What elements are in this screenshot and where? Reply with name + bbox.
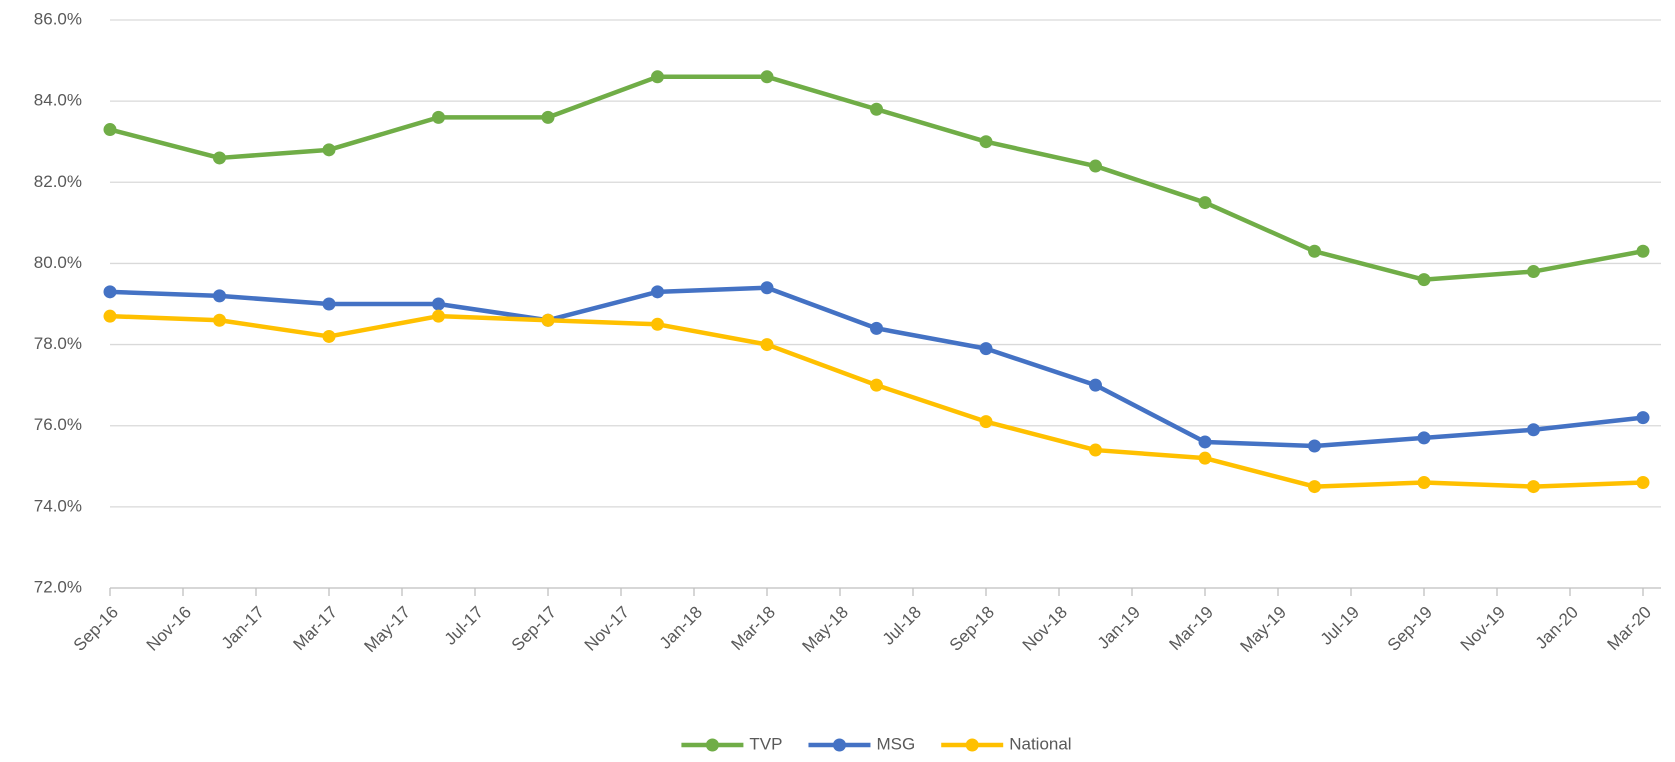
data-point [1527, 480, 1540, 494]
data-point [870, 378, 883, 392]
legend-label: National [1009, 734, 1071, 753]
x-tick-label: Jan-19 [1094, 603, 1144, 653]
y-tick-label: 86.0% [34, 9, 82, 28]
data-point [1417, 273, 1431, 287]
data-point [103, 123, 117, 137]
data-point [870, 321, 883, 335]
x-tick-label: Jul-18 [879, 603, 925, 649]
data-point [1417, 476, 1431, 490]
data-point [322, 297, 336, 311]
data-point [103, 285, 117, 299]
data-point [1308, 480, 1321, 494]
x-tick-label: Sep-18 [946, 603, 998, 655]
data-point [213, 289, 226, 303]
data-point [213, 313, 226, 327]
data-point [651, 70, 664, 84]
data-point [322, 143, 336, 157]
data-point [979, 342, 993, 356]
x-tick-label: Nov-19 [1457, 603, 1509, 655]
data-point [1636, 411, 1650, 425]
x-tick-label: Jul-19 [1317, 603, 1363, 649]
x-tick-label: May-19 [1236, 603, 1290, 657]
y-tick-label: 84.0% [34, 91, 82, 110]
x-tick-label: May-17 [360, 603, 414, 657]
legend-marker [705, 738, 719, 752]
data-point [1527, 265, 1540, 279]
x-tick-label: Nov-18 [1019, 603, 1071, 655]
data-point [651, 285, 664, 299]
data-point [1089, 159, 1102, 173]
data-point [979, 135, 993, 149]
x-tick-label: May-18 [798, 603, 852, 657]
data-point [760, 338, 774, 352]
legend: TVP MSG National [681, 734, 1072, 753]
legend-label: TVP [749, 734, 782, 753]
x-tick-label: Mar-17 [289, 603, 341, 655]
data-point [1198, 451, 1212, 465]
x-tick-label: Nov-16 [143, 603, 195, 655]
x-tick-label: Jul-17 [441, 603, 487, 649]
data-point [322, 329, 336, 343]
data-point [979, 415, 993, 429]
data-point [432, 297, 445, 311]
data-point [1198, 435, 1212, 449]
legend-label: MSG [876, 734, 915, 753]
legend-marker [832, 738, 846, 752]
x-tick-label: Sep-19 [1384, 603, 1436, 655]
series-line [109, 313, 1644, 489]
y-tick-label: 76.0% [34, 415, 82, 434]
data-point [1198, 196, 1212, 210]
legend-marker [965, 738, 979, 752]
data-point [1308, 244, 1321, 258]
data-point [541, 110, 555, 124]
data-point [870, 102, 883, 116]
series-line [109, 285, 1644, 449]
data-point [432, 110, 445, 124]
data-point [1089, 378, 1102, 392]
x-tick-label: Jan-17 [218, 603, 268, 653]
data-point [432, 309, 445, 323]
data-point [760, 70, 774, 84]
x-tick-label: Sep-16 [70, 603, 122, 655]
data-point [1417, 431, 1431, 445]
data-point [1308, 439, 1321, 453]
data-point [1636, 476, 1650, 490]
y-tick-label: 78.0% [34, 334, 82, 353]
data-point [1527, 423, 1540, 437]
data-point [651, 317, 664, 331]
data-point [103, 309, 117, 323]
x-tick-label: Jan-20 [1532, 603, 1582, 653]
data-point [213, 151, 226, 165]
y-tick-label: 74.0% [34, 496, 82, 515]
x-tick-label: Mar-18 [727, 603, 779, 655]
data-point [760, 281, 774, 295]
data-point [1089, 443, 1102, 457]
y-tick-label: 80.0% [34, 253, 82, 272]
data-point [1636, 244, 1650, 258]
data-point [541, 313, 555, 327]
x-tick-label: Mar-19 [1165, 603, 1217, 655]
x-tick-label: Jan-18 [656, 603, 706, 653]
y-tick-label: 72.0% [34, 577, 82, 596]
x-tick-label: Mar-20 [1603, 603, 1655, 655]
y-tick-label: 82.0% [34, 172, 82, 191]
x-tick-label: Sep-17 [508, 603, 560, 655]
x-tick-label: Nov-17 [581, 603, 633, 655]
